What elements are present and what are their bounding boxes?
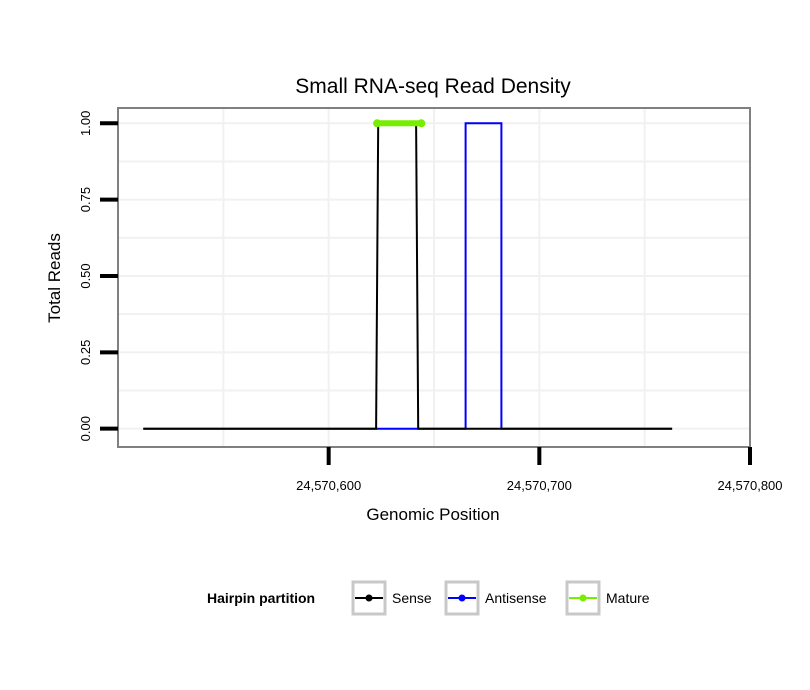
legend-title: Hairpin partition [207, 590, 315, 606]
mature-point [373, 119, 382, 128]
y-tick-label: 0.00 [78, 416, 93, 441]
y-tick-label: 0.75 [78, 187, 93, 212]
x-axis: 24,570,600 24,570,700 24,570,800 [296, 447, 783, 493]
x-tick-label: 24,570,800 [717, 478, 782, 493]
mature-point [417, 119, 426, 128]
legend: Hairpin partition Sense Antisense Mature [207, 580, 650, 616]
x-tick-label: 24,570,600 [296, 478, 361, 493]
x-tick-label: 24,570,700 [507, 478, 572, 493]
y-tick-label: 0.25 [78, 340, 93, 365]
legend-key-point [365, 594, 373, 602]
legend-label: Mature [606, 590, 650, 606]
legend-item-mature: Mature [565, 580, 650, 616]
y-axis: 0.00 0.25 0.50 0.75 1.00 [78, 111, 118, 441]
y-tick-label: 1.00 [78, 111, 93, 136]
legend-key-point [458, 594, 466, 602]
legend-item-antisense: Antisense [444, 580, 547, 616]
y-axis-title: Total Reads [45, 233, 64, 323]
legend-label: Sense [392, 590, 432, 606]
x-axis-title: Genomic Position [366, 505, 499, 524]
chart-title: Small RNA-seq Read Density [295, 75, 571, 98]
legend-label: Antisense [485, 590, 547, 606]
y-tick-label: 0.50 [78, 263, 93, 288]
series-lines [143, 119, 673, 430]
legend-key-point [579, 594, 587, 602]
legend-item-sense: Sense [351, 580, 432, 616]
